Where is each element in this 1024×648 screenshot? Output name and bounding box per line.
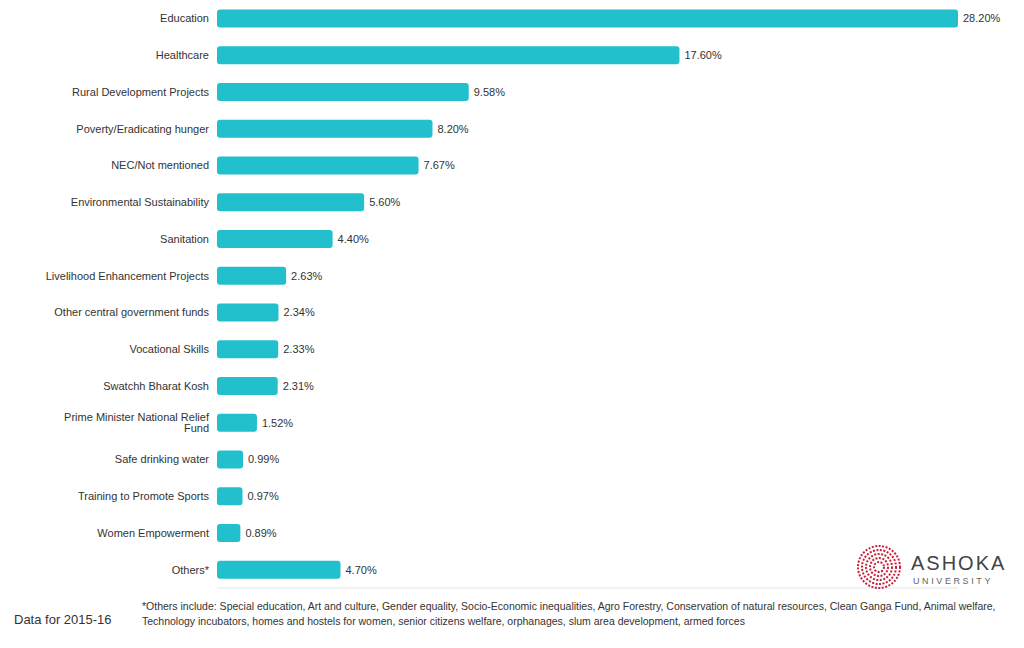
svg-text:NEC/Not mentioned: NEC/Not mentioned: [111, 159, 209, 171]
svg-text:Prime Minister National Relief: Prime Minister National ReliefFund: [64, 411, 210, 434]
svg-text:Livelihood Enhancement Project: Livelihood Enhancement Projects: [46, 270, 210, 282]
svg-text:2.33%: 2.33%: [283, 343, 314, 355]
svg-text:2.31%: 2.31%: [283, 380, 314, 392]
svg-text:UNIVERSITY: UNIVERSITY: [913, 576, 993, 586]
svg-text:Women Empowerment: Women Empowerment: [97, 527, 209, 539]
svg-text:2.34%: 2.34%: [283, 306, 314, 318]
svg-text:Healthcare: Healthcare: [156, 49, 209, 61]
svg-text:Safe drinking water: Safe drinking water: [115, 453, 209, 465]
svg-text:4.70%: 4.70%: [346, 564, 377, 576]
html-text:Data for 2015-16: Data for 2015-16: [14, 612, 112, 627]
svg-text:Others*: Others*: [172, 564, 210, 576]
svg-text:Vocational Skills: Vocational Skills: [130, 343, 210, 355]
svg-text:5.60%: 5.60%: [369, 196, 400, 208]
html-text:*Others include: Special educa: *Others include: Special education, Art …: [142, 600, 996, 627]
svg-text:Rural Development Projects: Rural Development Projects: [72, 86, 209, 98]
svg-text:Other central government funds: Other central government funds: [54, 306, 209, 318]
svg-text:Swatchh Bharat Kosh: Swatchh Bharat Kosh: [103, 380, 209, 392]
svg-text:Environmental Sustainability: Environmental Sustainability: [71, 196, 210, 208]
svg-text:4.40%: 4.40%: [338, 233, 369, 245]
svg-text:Training to Promote Sports: Training to Promote Sports: [78, 490, 210, 502]
svg-text:0.99%: 0.99%: [248, 453, 279, 465]
svg-text:7.67%: 7.67%: [424, 159, 455, 171]
svg-text:ASHOKA: ASHOKA: [911, 552, 1006, 574]
svg-text:2.63%: 2.63%: [291, 270, 322, 282]
svg-text:8.20%: 8.20%: [437, 123, 468, 135]
svg-text:28.20%: 28.20%: [963, 12, 1001, 24]
svg-text:17.60%: 17.60%: [684, 49, 722, 61]
svg-text:1.52%: 1.52%: [262, 417, 293, 429]
svg-text:Education: Education: [160, 12, 209, 24]
svg-text:Poverty/Eradicating hunger: Poverty/Eradicating hunger: [76, 123, 209, 135]
svg-text:Sanitation: Sanitation: [160, 233, 209, 245]
svg-text:0.89%: 0.89%: [245, 527, 276, 539]
svg-text:9.58%: 9.58%: [474, 86, 505, 98]
svg-text:0.97%: 0.97%: [247, 490, 278, 502]
